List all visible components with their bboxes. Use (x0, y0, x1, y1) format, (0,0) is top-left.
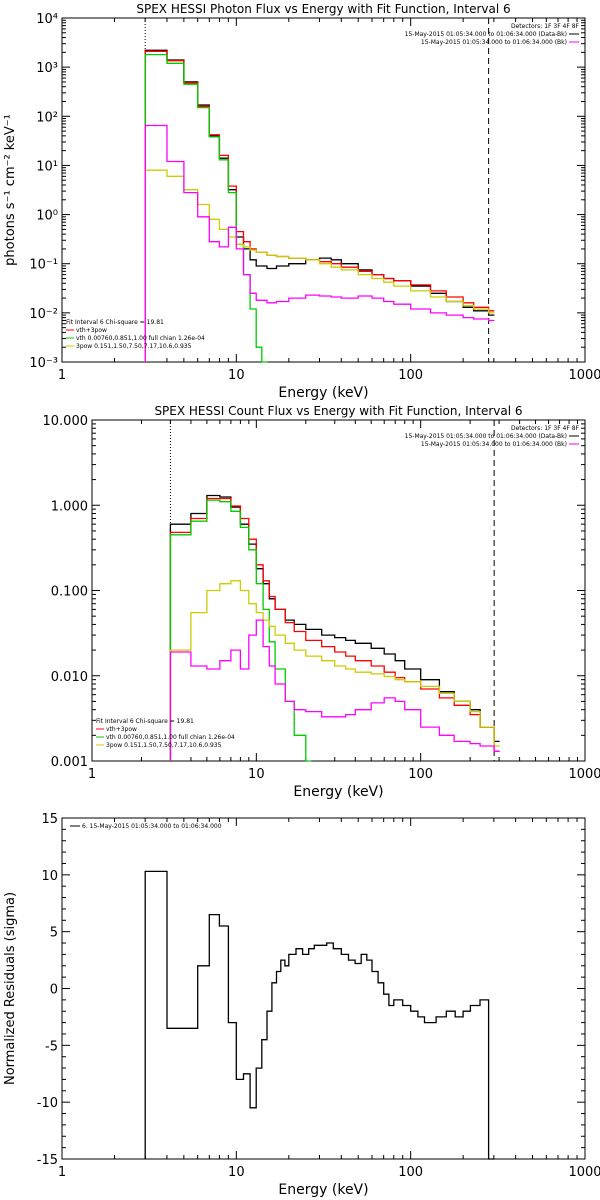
series-line-4 (144, 169, 495, 362)
chart-title: SPEX HESSI Count Flux vs Energy with Fit… (154, 404, 522, 418)
x-tick-label: 1 (88, 767, 96, 782)
y-tick-label: 0 (50, 983, 58, 998)
legend-entry: 15-May-2015 01:05:34.000 to 01:06:34.000… (421, 441, 567, 448)
x-tick-label: 10 (228, 368, 245, 383)
x-axis-label: Energy (keV) (278, 385, 368, 401)
y-tick-label: 0.010 (51, 670, 88, 685)
y-tick-label: 10³ (36, 61, 58, 76)
x-tick-label: 1000 (568, 767, 600, 782)
y-tick-label: 10.000 (43, 414, 89, 429)
fit-legend-entry: 3pow 0.151,1.50,7.50,7.17,10.6,0.935 (106, 742, 222, 749)
chart-panel-2: 1 10 100 1000 0.001 0.010 0.100 1.000 10.000 SPEX… (43, 404, 600, 800)
y-tick-label: 0.001 (51, 755, 88, 770)
legend-entry: 6. 15-May-2015 01:05:34.000 to 01:06:34.… (82, 823, 222, 830)
fit-legend-entry: Fit Interval 6 Chi-square = 19.81 (66, 319, 164, 326)
series-line-5 (169, 619, 500, 761)
fit-legend-entry: 3pow 0.151,1.50,7.50,7.17,10.6,0.935 (76, 343, 192, 350)
y-tick-label: 10⁴ (36, 12, 58, 27)
x-tick-label: 100 (398, 1165, 423, 1180)
series-line-4 (169, 580, 500, 761)
y-axis-label: Normalized Residuals (sigma) (3, 892, 18, 1085)
legend-entry: Detectors: 1F 3F 4F 8F (511, 23, 580, 30)
series-line-1 (144, 870, 495, 1160)
y-tick-label: 5 (50, 926, 58, 941)
legend-entry: 15-May-2015 01:05:34.000 to 01:06:34.000… (405, 31, 567, 38)
y-tick-label: 10 (41, 869, 58, 884)
fit-legend-entry: vth+3pow (76, 327, 107, 334)
y-tick-label: 1.000 (51, 499, 88, 514)
y-tick-label: 10⁻¹ (29, 258, 58, 273)
series-line-1 (169, 494, 500, 761)
x-tick-label: 1000 (568, 368, 600, 383)
x-tick-label: 1000 (568, 1165, 600, 1180)
y-tick-label: -15 (37, 1153, 58, 1168)
x-tick-label: 10 (228, 1165, 245, 1180)
x-axis-label: Energy (keV) (293, 784, 383, 800)
x-tick-label: 100 (408, 767, 433, 782)
series-line-3 (144, 53, 268, 363)
y-tick-label: -5 (45, 1039, 58, 1054)
x-tick-label: 1 (58, 1165, 66, 1180)
x-tick-label: 100 (398, 368, 423, 383)
legend-entry: 15-May-2015 01:05:34.000 to 01:06:34.000… (421, 39, 567, 46)
fit-legend-entry: vth 0.00760,0.851,1.00 full chian 1.26e-… (76, 335, 205, 342)
x-axis-label: Energy (keV) (278, 1182, 368, 1198)
series-line-5 (144, 124, 495, 362)
chart-panel-1: 1 10 100 1000 10⁻³ 10⁻² 10⁻¹ 10⁰ 10¹ 10² 10³ 10⁴ SPE… (3, 2, 600, 401)
y-tick-label: 10¹ (36, 159, 58, 174)
y-tick-label: 0.100 (51, 585, 88, 600)
plot-frame (91, 419, 586, 762)
chart-panel-3: 1 10 100 1000 -15 -10 -5 0 5 10 15 Energy (keV) Norm… (3, 812, 600, 1198)
x-tick-label: 10 (248, 767, 265, 782)
legend-entry: Detectors: 1F 3F 4F 8F (511, 425, 580, 432)
y-axis-label: photons s⁻¹ cm⁻² keV⁻¹ (3, 114, 18, 266)
series-line-2 (169, 497, 500, 761)
legend-entry: 15-May-2015 01:05:34.000 to 01:06:34.000… (405, 433, 567, 440)
y-tick-label: 10⁻² (29, 307, 58, 322)
plot-frame (61, 817, 586, 1160)
fit-legend-entry: vth 0.00760,0.851,1.00 full chian 1.26e-… (106, 734, 235, 741)
y-tick-label: 10⁰ (36, 209, 58, 224)
plot-frame (61, 17, 586, 363)
x-tick-label: 1 (58, 368, 66, 383)
fit-legend-entry: vth+3pow (106, 726, 137, 733)
y-tick-label: 10² (36, 110, 58, 125)
y-tick-label: 10⁻³ (29, 356, 58, 371)
fit-legend-entry: Fit Interval 6 Chi-square = 19.81 (96, 718, 194, 725)
chart-title: SPEX HESSI Photon Flux vs Energy with Fi… (136, 2, 510, 16)
y-tick-label: 15 (41, 812, 58, 827)
y-tick-label: -10 (37, 1096, 58, 1111)
